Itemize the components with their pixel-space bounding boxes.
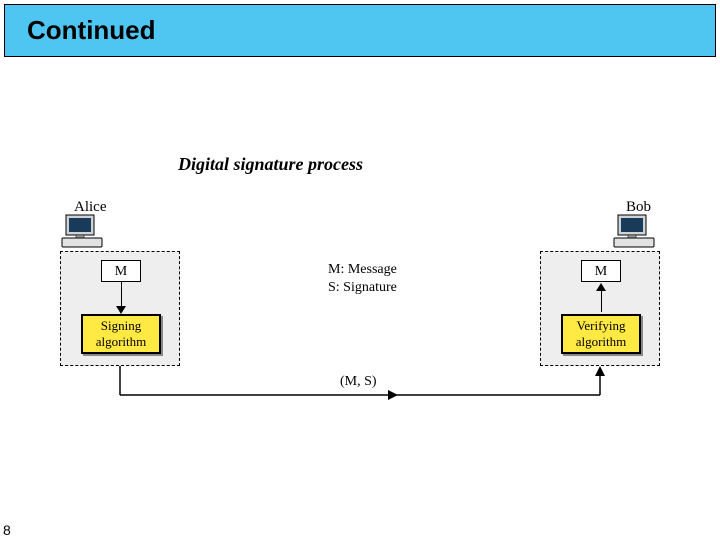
bob-message-box: M	[581, 260, 621, 282]
verifying-line1: Verifying	[576, 318, 625, 334]
subtitle: Digital signature process	[178, 154, 363, 175]
page-number: 8	[3, 522, 11, 538]
page-title: Continued	[27, 15, 693, 46]
legend: M: Message S: Signature	[328, 261, 397, 297]
signing-algorithm-box: Signing algorithm	[81, 314, 161, 354]
legend-line2: S: Signature	[328, 279, 397, 297]
bob-process-box: M Verifying algorithm	[540, 251, 660, 366]
verifying-line2: algorithm	[576, 334, 627, 350]
alice-message-box: M	[101, 260, 141, 282]
signing-line1: Signing	[101, 318, 141, 334]
title-bar: Continued	[4, 4, 716, 57]
computer-icon	[60, 213, 108, 254]
signature-diagram: Alice M Signing algorithm Bob M	[50, 199, 670, 429]
verifying-algorithm-box: Verifying algorithm	[561, 314, 641, 354]
alice-process-box: M Signing algorithm	[60, 251, 180, 366]
signing-line2: algorithm	[96, 334, 147, 350]
channel-label: (M, S)	[340, 374, 377, 390]
legend-line1: M: Message	[328, 261, 397, 279]
computer-icon	[612, 213, 660, 254]
